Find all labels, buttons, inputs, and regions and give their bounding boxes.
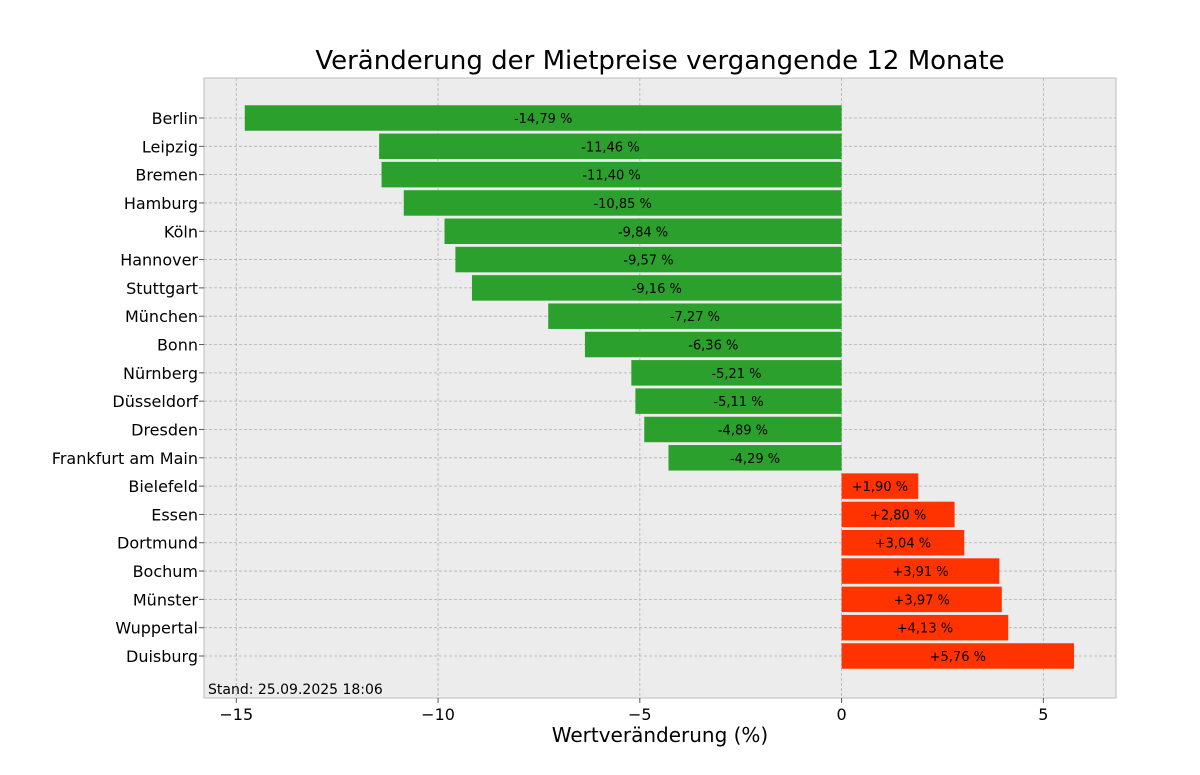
bar-value-label: -9,16 % — [632, 282, 682, 297]
y-tick-label: Bonn — [157, 336, 198, 355]
y-tick-label: Bremen — [135, 166, 198, 185]
bar-value-label: -5,21 % — [711, 367, 761, 382]
bar-value-label: -4,29 % — [730, 452, 780, 467]
y-tick-label: Münster — [133, 590, 199, 609]
x-tick-labels: −15 −10 −5 0 5 — [219, 698, 1048, 724]
bar-value-label: +3,91 % — [892, 565, 948, 580]
bar-value-labels: -14,79 % -11,46 % -11,40 % -10,85 % -9,84 % -… — [514, 112, 986, 665]
x-tick-label: −5 — [628, 705, 652, 724]
y-tick-label: Berlin — [152, 109, 198, 128]
bar — [631, 360, 842, 386]
bar — [841, 558, 1000, 584]
bar-value-label: +4,13 % — [897, 622, 953, 637]
bar-value-label: -7,27 % — [670, 310, 720, 325]
bar-value-label: -6,36 % — [688, 339, 738, 354]
bar — [381, 161, 842, 188]
bar — [455, 246, 842, 273]
bars — [244, 105, 1075, 669]
x-tick-label: 5 — [1038, 705, 1048, 724]
bar-value-label: -14,79 % — [514, 112, 572, 127]
y-tick-label: Hannover — [120, 251, 198, 270]
bar-value-label: -10,85 % — [593, 197, 651, 212]
y-tick-labels: Berlin Leipzig Bremen Hamburg Köln Hannover St… — [52, 109, 204, 666]
bar — [841, 473, 919, 499]
bar-value-label: -11,40 % — [582, 169, 640, 184]
y-tick-label: München — [125, 307, 198, 326]
y-tick-label: Nürnberg — [123, 364, 198, 383]
bar — [548, 303, 842, 329]
bar-value-label: +3,04 % — [875, 537, 931, 552]
bar — [471, 275, 842, 301]
y-tick-label: Duisburg — [126, 647, 198, 666]
y-tick-label: Dortmund — [117, 534, 198, 553]
bar-value-label: +1,90 % — [852, 480, 908, 495]
bar — [841, 501, 955, 528]
y-tick-label: Hamburg — [124, 194, 198, 213]
x-tick-label: 0 — [836, 705, 846, 724]
y-tick-label: Stuttgart — [126, 279, 198, 298]
bar — [841, 643, 1075, 669]
bar — [644, 416, 842, 443]
bar — [841, 614, 1009, 641]
y-tick-label: Essen — [151, 505, 198, 524]
timestamp-note: Stand: 25.09.2025 18:06 — [208, 682, 383, 698]
y-tick-label: Düsseldorf — [112, 392, 198, 411]
y-tick-label: Frankfurt am Main — [52, 449, 198, 468]
bar-value-label: -5,11 % — [713, 395, 763, 410]
bar-value-label: +5,76 % — [930, 650, 986, 665]
bar-value-label: -4,89 % — [718, 423, 768, 438]
bar — [635, 388, 842, 414]
chart-title: Veränderung der Mietpreise vergangende 1… — [315, 46, 1004, 76]
bar — [668, 445, 842, 471]
bar — [841, 529, 965, 556]
bar — [379, 133, 842, 160]
bar — [584, 331, 842, 358]
bar-value-label: +3,97 % — [894, 593, 950, 608]
y-tick-label: Wuppertal — [115, 619, 198, 638]
x-tick-label: −15 — [219, 705, 253, 724]
x-tick-label: −10 — [421, 705, 455, 724]
y-tick-label: Bielefeld — [128, 477, 198, 496]
bar — [444, 218, 842, 245]
bar — [244, 105, 842, 131]
bar-value-label: -9,84 % — [618, 225, 668, 240]
bar-value-label: +2,80 % — [870, 508, 926, 523]
y-tick-label: Bochum — [133, 562, 198, 581]
bar — [403, 190, 842, 216]
bar-value-label: -9,57 % — [623, 254, 673, 269]
y-tick-label: Leipzig — [142, 137, 198, 156]
y-tick-label: Dresden — [131, 420, 198, 439]
bar — [841, 586, 1002, 613]
y-tick-label: Köln — [164, 222, 198, 241]
x-axis-label: Wertveränderung (%) — [552, 723, 769, 747]
bar-value-label: -11,46 % — [581, 140, 639, 155]
